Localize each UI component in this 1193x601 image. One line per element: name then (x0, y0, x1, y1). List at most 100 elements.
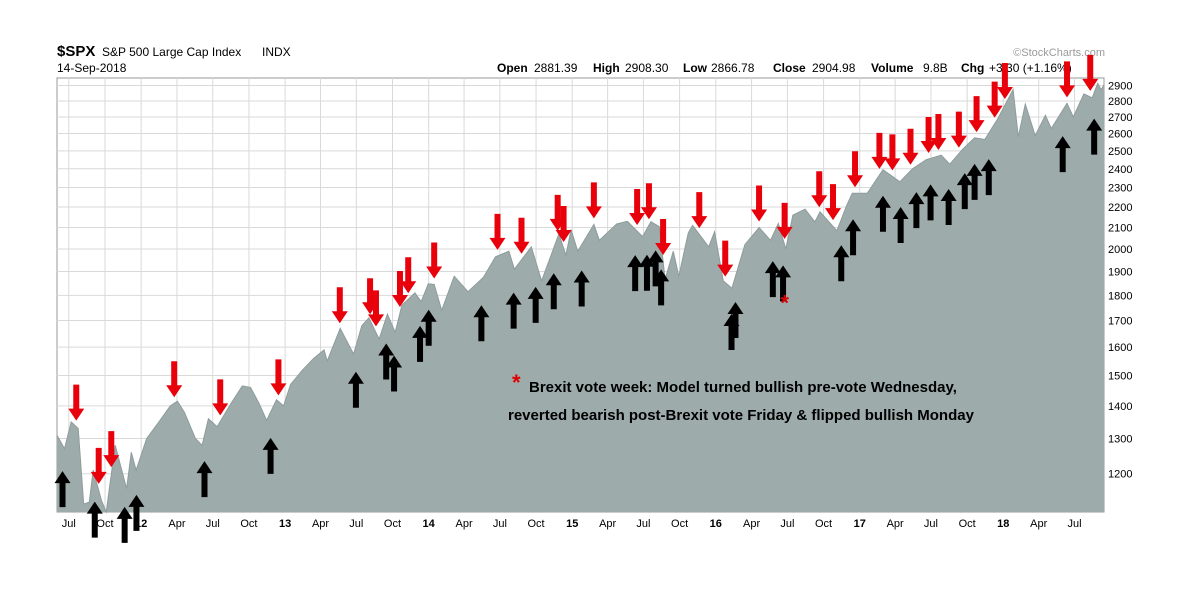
open-label: Open (497, 61, 528, 75)
buy-arrow (420, 309, 437, 346)
buy-arrow (378, 343, 395, 380)
sell-arrow (270, 359, 287, 396)
sell-arrow (717, 240, 734, 277)
buy-arrow (980, 159, 997, 196)
sell-arrow (691, 192, 708, 229)
y-tick-label: 1700 (1108, 315, 1132, 327)
y-tick-label: 2900 (1108, 81, 1132, 93)
sell-arrow (426, 242, 443, 279)
x-tick-label: Jul (924, 518, 938, 530)
buy-arrow (347, 371, 364, 408)
buy-arrow (1086, 118, 1103, 155)
sell-arrow (585, 182, 602, 219)
sell-arrow (1059, 61, 1076, 98)
sell-arrow (996, 62, 1013, 99)
y-tick-label: 2300 (1108, 182, 1132, 194)
sell-signals (68, 54, 1099, 484)
high-value: 2908.30 (625, 61, 669, 75)
sell-arrow (629, 189, 646, 226)
x-tick-label: Jul (493, 518, 507, 530)
sell-arrow (986, 81, 1003, 118)
brexit-star-marker: * (780, 291, 789, 316)
buy-arrow (775, 265, 792, 302)
x-tick-label: Oct (959, 518, 976, 530)
buy-arrow (527, 286, 544, 323)
buy-arrow (874, 195, 891, 232)
buy-arrow (940, 188, 957, 225)
buy-arrow (653, 269, 670, 306)
sell-arrow (103, 431, 120, 468)
close-label: Close (773, 61, 806, 75)
x-tick-label: Jul (206, 518, 220, 530)
buy-arrow (54, 471, 71, 508)
sell-arrow (68, 384, 85, 421)
buy-arrow (966, 163, 983, 200)
buy-arrow (833, 245, 850, 282)
buy-arrow (505, 292, 522, 329)
buy-arrow (922, 184, 939, 221)
sell-arrow (166, 361, 183, 398)
sell-arrow (902, 128, 919, 165)
sell-arrow (513, 217, 530, 254)
x-tick-label: Apr (599, 518, 616, 530)
sell-arrow (825, 184, 842, 221)
x-tick-label: Apr (1030, 518, 1047, 530)
volume-label: Volume (871, 61, 914, 75)
buy-arrow (116, 506, 133, 543)
sell-arrow (930, 114, 947, 151)
y-tick-label: 2200 (1108, 202, 1132, 214)
buy-arrow (196, 461, 213, 498)
x-tick-label: Apr (743, 518, 760, 530)
y-tick-label: 1800 (1108, 290, 1132, 302)
x-tick-label: Jul (349, 518, 363, 530)
x-tick-label: Jul (1067, 518, 1081, 530)
x-tick-label: Jul (636, 518, 650, 530)
x-tick-label: Apr (887, 518, 904, 530)
buy-arrow (727, 301, 744, 338)
sell-arrow (640, 183, 657, 220)
sell-arrow (400, 257, 417, 294)
chg-value: +3.30 (+1.16%) (989, 61, 1072, 75)
header-symbol: $SPX (57, 43, 95, 60)
sell-arrow (655, 218, 672, 255)
x-tick-label: Oct (527, 518, 544, 530)
open-value: 2881.39 (534, 61, 578, 75)
high-label: High (593, 61, 620, 75)
x-tick-label: 15 (566, 518, 578, 530)
sell-arrow (847, 151, 864, 188)
sell-arrow (489, 213, 506, 250)
volume-value: 9.8B (923, 61, 948, 75)
buy-arrow (908, 192, 925, 229)
x-axis: Jul Oct 12 Apr Jul Oct 13 Apr Jul Oct 14 Apr Jul Oct 1… (62, 518, 1082, 530)
x-tick-label: Oct (815, 518, 832, 530)
watermark: ©StockCharts.com (1013, 47, 1105, 59)
sell-arrow (331, 287, 348, 324)
low-label: Low (683, 61, 708, 75)
y-tick-label: 1900 (1108, 267, 1132, 279)
y-tick-label: 2100 (1108, 223, 1132, 235)
buy-arrow (892, 206, 909, 243)
x-tick-label: 18 (997, 518, 1009, 530)
x-tick-label: Jul (780, 518, 794, 530)
x-tick-label: 17 (854, 518, 866, 530)
buy-arrow (262, 437, 279, 474)
buy-arrow (956, 173, 973, 210)
sell-arrow (776, 202, 793, 239)
x-tick-label: Oct (96, 518, 113, 530)
sell-arrow (751, 185, 768, 222)
buy-arrow (647, 250, 664, 287)
y-tick-label: 2800 (1108, 96, 1132, 108)
buy-signals (54, 118, 1103, 543)
sell-arrow (811, 171, 828, 208)
x-tick-label: Oct (671, 518, 688, 530)
annotation-line-1: Brexit vote week: Model turned bullish p… (529, 379, 957, 396)
y-tick-label: 1400 (1108, 401, 1132, 413)
x-tick-label: Jul (62, 518, 76, 530)
sell-arrow (555, 205, 572, 242)
buy-arrow (573, 270, 590, 307)
buy-arrow (638, 254, 655, 291)
x-tick-label: Apr (168, 518, 185, 530)
buy-arrow (545, 273, 562, 310)
buy-arrow (627, 255, 644, 292)
